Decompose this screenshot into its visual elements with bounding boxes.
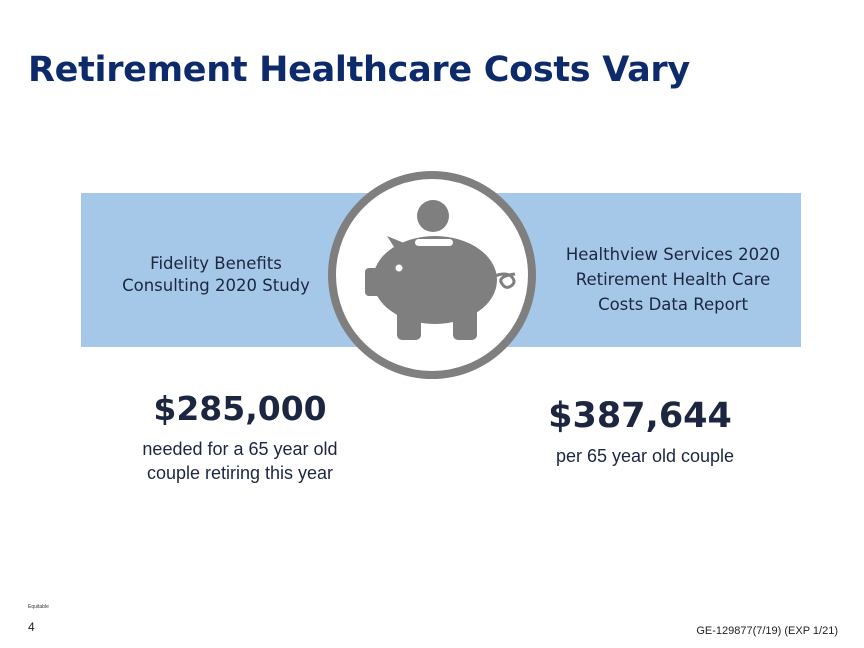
right-description: per 65 year old couple bbox=[520, 444, 770, 468]
document-code: GE-129877(7/19) (EXP 1/21) bbox=[696, 625, 838, 637]
piggy-bank-icon bbox=[365, 236, 516, 340]
piggy-bank-with-coin-icon bbox=[328, 171, 536, 379]
right-amount: $387,644 bbox=[548, 396, 732, 436]
right-source-line-3: Costs Data Report bbox=[598, 295, 748, 314]
left-amount: $285,000 bbox=[153, 389, 327, 428]
left-description-line-2: couple retiring this year bbox=[146, 463, 334, 483]
slide-title: Retirement Healthcare Costs Vary bbox=[28, 50, 690, 90]
company-logo: Equitable bbox=[28, 604, 49, 610]
page-number: 4 bbox=[28, 620, 35, 634]
right-source: Healthview Services 2020 Retirement Heal… bbox=[548, 242, 798, 317]
left-source-line-1: Fidelity Benefits bbox=[150, 254, 282, 273]
piggy-eye bbox=[395, 264, 403, 272]
coin-icon bbox=[417, 200, 449, 232]
right-source-line-1: Healthview Services 2020 bbox=[565, 245, 781, 264]
left-source: Fidelity Benefits Consulting 2020 Study bbox=[90, 253, 342, 297]
left-description-line-1: needed for a 65 year old bbox=[142, 439, 338, 459]
right-description-line-1: per 65 year old couple bbox=[555, 446, 735, 466]
left-source-line-2: Consulting 2020 Study bbox=[122, 276, 310, 295]
coin-slot bbox=[415, 239, 453, 246]
emblem-ring bbox=[328, 171, 536, 379]
left-description: needed for a 65 year old couple retiring… bbox=[100, 437, 380, 485]
right-source-line-2: Retirement Health Care bbox=[575, 270, 771, 289]
